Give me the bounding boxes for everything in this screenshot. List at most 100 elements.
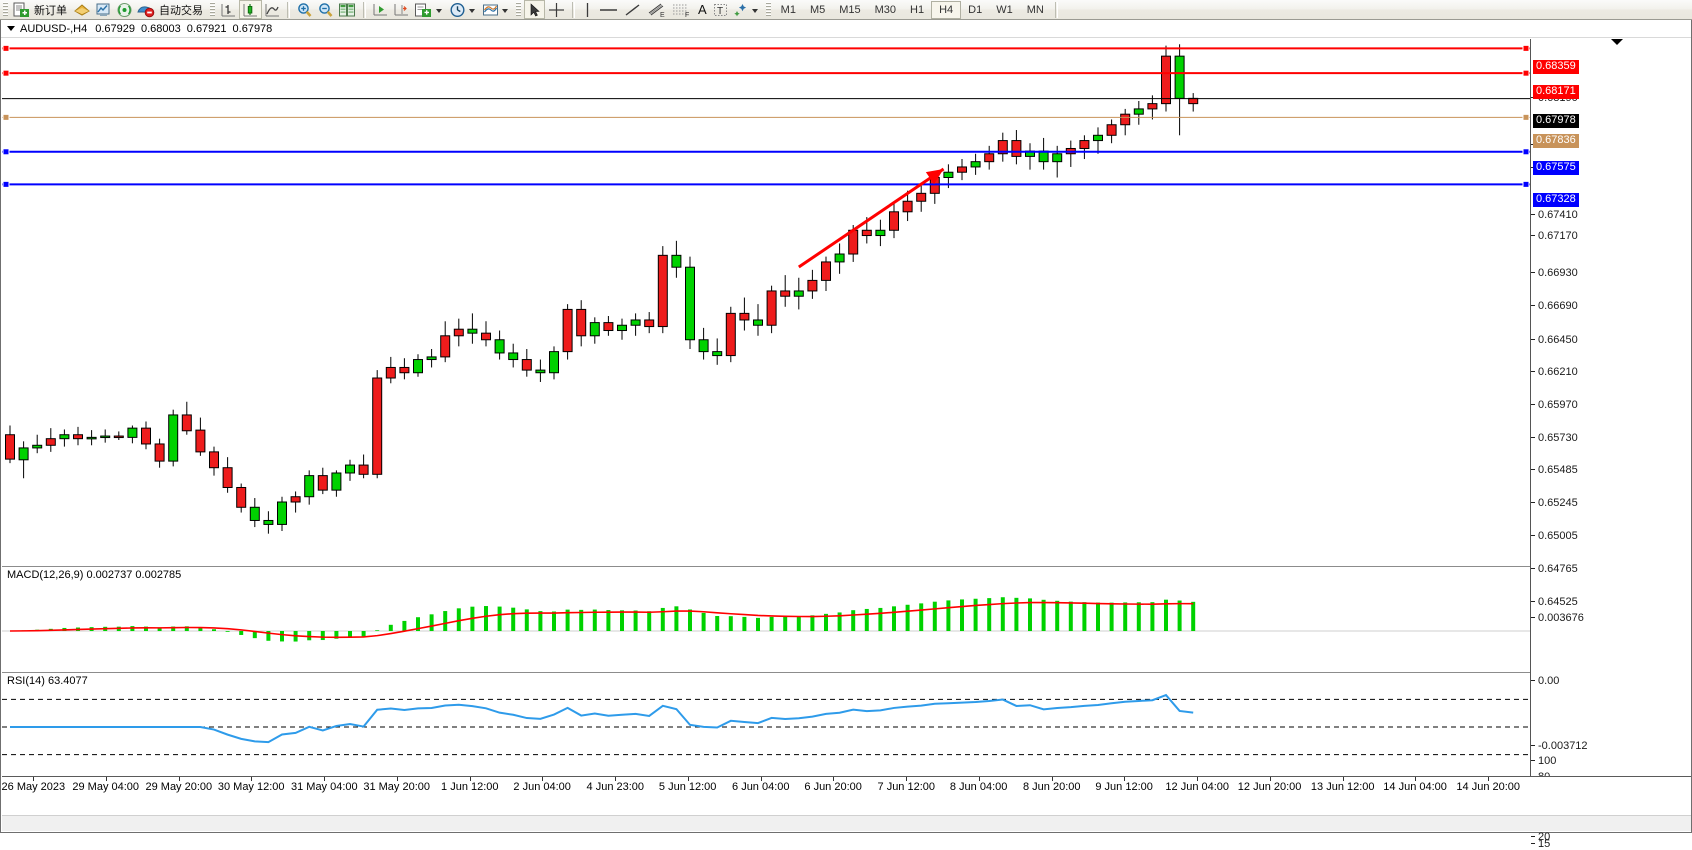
timeframe-m15[interactable]: M15 xyxy=(839,3,861,16)
candlestick-plot xyxy=(2,44,1530,534)
trendline-button[interactable] xyxy=(621,0,644,19)
toolbar-grip-2[interactable] xyxy=(210,2,215,17)
bar-chart-button[interactable] xyxy=(218,0,239,19)
price-level-tag[interactable]: 0.67575 xyxy=(1533,161,1579,175)
tick-dash xyxy=(1531,680,1535,682)
time-tick-mark xyxy=(978,777,980,781)
price-tick-label: 0.66690 xyxy=(1538,300,1578,312)
indicators-button[interactable] xyxy=(412,0,447,19)
price-tick-label: 0.65730 xyxy=(1538,432,1578,444)
toolbar-grip-3[interactable] xyxy=(516,2,521,17)
data-window-button[interactable] xyxy=(336,0,359,19)
terminal-icon xyxy=(95,2,112,18)
timeframe-h1[interactable]: H1 xyxy=(910,3,925,16)
timeframe-w1[interactable]: W1 xyxy=(996,3,1013,16)
horizontal-line-button[interactable] xyxy=(596,0,621,19)
text-label-button[interactable]: A xyxy=(694,0,711,19)
candlestick-chart-button[interactable] xyxy=(239,0,262,19)
time-axis[interactable]: 26 May 2023 29 May 04:00 29 May 20:00 30 Ma… xyxy=(2,776,1691,831)
periods-button[interactable] xyxy=(447,0,480,19)
price-tick-label: 0.64765 xyxy=(1538,563,1578,575)
price-axis[interactable]: 0.681900.679800.676500.674100.671700.669… xyxy=(1530,39,1690,850)
price-tick: 0.003676 xyxy=(1531,612,1584,624)
price-level-tag[interactable]: 0.68359 xyxy=(1533,60,1579,74)
timeframe-h4[interactable]: H4 xyxy=(931,0,962,19)
auto-scroll-button[interactable] xyxy=(370,0,391,19)
price-tick: 0.66210 xyxy=(1531,366,1578,378)
expert-advisor-button[interactable] xyxy=(71,0,93,19)
zoom-in-icon xyxy=(296,2,313,18)
signals-button[interactable] xyxy=(114,0,135,19)
fibonacci-button[interactable]: F xyxy=(669,0,694,19)
zoom-out-button[interactable] xyxy=(315,0,336,19)
templates-button[interactable] xyxy=(480,0,513,19)
clock-icon xyxy=(449,2,466,18)
terminal-button[interactable] xyxy=(93,0,114,19)
time-tick-label: 8 Jun 20:00 xyxy=(1023,781,1081,793)
periods-chevron-down-icon[interactable] xyxy=(469,8,475,13)
indicators-chevron-down-icon[interactable] xyxy=(436,8,442,13)
chart-shift-button[interactable] xyxy=(391,0,412,19)
timeframe-mn[interactable]: MN xyxy=(1026,3,1044,16)
templates-icon xyxy=(482,2,499,18)
chart-menu-chevron-down-icon[interactable] xyxy=(7,26,15,31)
time-tick-mark xyxy=(1197,777,1199,781)
bar-chart-icon xyxy=(220,2,237,18)
tick-dash xyxy=(1531,305,1535,307)
crosshair-button[interactable] xyxy=(545,0,568,19)
time-tick-mark xyxy=(1488,777,1490,781)
vertical-line-button[interactable] xyxy=(579,0,596,19)
macd-pane[interactable]: MACD(12,26,9) 0.002737 0.002785 xyxy=(2,566,1530,670)
price-tick: 0.64765 xyxy=(1531,563,1578,575)
autotrading-button[interactable]: 自动交易 xyxy=(135,0,207,19)
tick-dash xyxy=(1531,371,1535,373)
cursor-button[interactable] xyxy=(524,0,545,19)
time-tick-label: 6 Jun 20:00 xyxy=(804,781,862,793)
timeframe-m5[interactable]: M5 xyxy=(809,3,826,16)
new-order-button[interactable]: 新订单 xyxy=(11,0,71,19)
time-tick-label: 2 Jun 04:00 xyxy=(513,781,571,793)
line-chart-button[interactable] xyxy=(262,0,283,19)
line-chart-icon xyxy=(264,2,281,18)
chart-window[interactable]: AUDUSD-,H4 0.67929 0.68003 0.67921 0.679… xyxy=(0,20,1692,850)
price-tick-label: 0.65245 xyxy=(1538,497,1578,509)
rsi-pane[interactable]: RSI(14) 63.4077 xyxy=(2,672,1530,777)
time-tick-label: 1 Jun 12:00 xyxy=(441,781,499,793)
symbol-bar: AUDUSD-,H4 0.67929 0.68003 0.67921 0.679… xyxy=(1,20,1691,38)
price-tick-label: 15 xyxy=(1538,838,1551,850)
price-tick: 0.67410 xyxy=(1531,209,1578,221)
price-tick-label: 0.67410 xyxy=(1538,209,1578,221)
objects-button[interactable] xyxy=(730,0,763,19)
objects-chevron-down-icon[interactable] xyxy=(751,8,758,13)
price-tick: 0.66690 xyxy=(1531,300,1578,312)
fibonacci-icon: F xyxy=(671,2,692,18)
time-tick-label: 29 May 20:00 xyxy=(145,781,213,793)
price-level-tag[interactable]: 0.67978 xyxy=(1533,114,1579,128)
collapse-arrow-icon[interactable] xyxy=(1611,39,1623,45)
tick-dash xyxy=(1531,339,1535,341)
price-level-tag[interactable]: 0.67328 xyxy=(1533,193,1579,207)
timeframe-m30[interactable]: M30 xyxy=(874,3,897,16)
price-pane[interactable] xyxy=(2,39,1530,564)
zoom-in-button[interactable] xyxy=(294,0,315,19)
time-tick-label: 8 Jun 04:00 xyxy=(949,781,1008,793)
tick-dash xyxy=(1531,535,1535,537)
timeframe-m1[interactable]: M1 xyxy=(780,3,796,16)
horizontal-scrollbar[interactable] xyxy=(2,815,1691,831)
price-tick: 0.66930 xyxy=(1531,267,1578,279)
toolbar-grip-4[interactable] xyxy=(765,2,771,17)
toolbar-grip[interactable] xyxy=(3,2,8,17)
equidistant-channel-button[interactable]: E xyxy=(644,0,669,19)
text-button[interactable]: T xyxy=(711,0,730,19)
templates-chevron-down-icon[interactable] xyxy=(502,8,508,13)
time-tick-mark xyxy=(615,777,617,781)
vertical-line-icon xyxy=(581,2,594,18)
price-level-tag[interactable]: 0.68171 xyxy=(1533,85,1579,99)
price-level-tag[interactable]: 0.67836 xyxy=(1533,134,1579,148)
macd-label: MACD(12,26,9) 0.002737 0.002785 xyxy=(7,569,182,581)
price-tick: 0.65005 xyxy=(1531,530,1578,542)
time-tick-mark xyxy=(833,777,835,781)
price-tick: 0.65485 xyxy=(1531,464,1578,476)
timeframe-d1[interactable]: D1 xyxy=(968,3,983,16)
autotrading-label: 自动交易 xyxy=(159,4,203,17)
